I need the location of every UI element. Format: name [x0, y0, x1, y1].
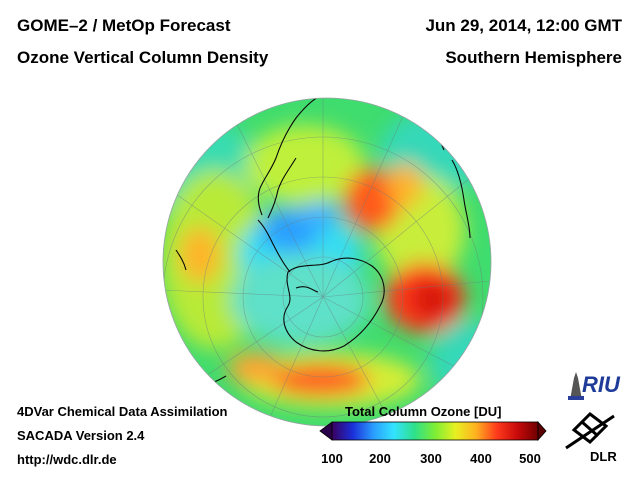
africa-outline: [451, 159, 471, 239]
colorbar-title: Total Column Ozone [DU]: [345, 404, 502, 419]
title-line-2: Ozone Vertical Column Density: [17, 48, 269, 67]
colorbar-tick-200: 200: [369, 451, 391, 466]
ozone-field-blobs: [163, 110, 491, 408]
globe: [163, 98, 491, 426]
hemisphere-label: Southern Hemisphere: [445, 48, 622, 67]
title-line-1: GOME–2 / MetOp Forecast: [17, 16, 231, 35]
riu-logo-icon: [568, 372, 584, 400]
south-america-outline: [257, 98, 321, 216]
footer-method: 4DVar Chemical Data Assimilation: [17, 404, 228, 419]
colorbar-gradient: [331, 421, 539, 441]
colorbar-tick-400: 400: [470, 451, 492, 466]
colorbar-tick-100: 100: [321, 451, 343, 466]
dlr-logo-text: DLR: [590, 449, 617, 464]
colorbar-low-arrow: [319, 421, 333, 441]
colorbar-high-arrow: [537, 420, 547, 442]
footer-url[interactable]: http://wdc.dlr.de: [17, 452, 117, 467]
antarctic-peninsula: [257, 219, 291, 273]
colorbar: [319, 420, 547, 442]
colorbar-tick-500: 500: [519, 451, 541, 466]
forecast-datetime: Jun 29, 2014, 12:00 GMT: [425, 16, 622, 35]
colorbar-tick-300: 300: [420, 451, 442, 466]
dlr-logo-icon: [565, 412, 615, 450]
riu-logo-text: RIU: [582, 372, 620, 397]
footer-version: SACADA Version 2.4: [17, 428, 145, 443]
antarctica-outline: [283, 257, 385, 352]
